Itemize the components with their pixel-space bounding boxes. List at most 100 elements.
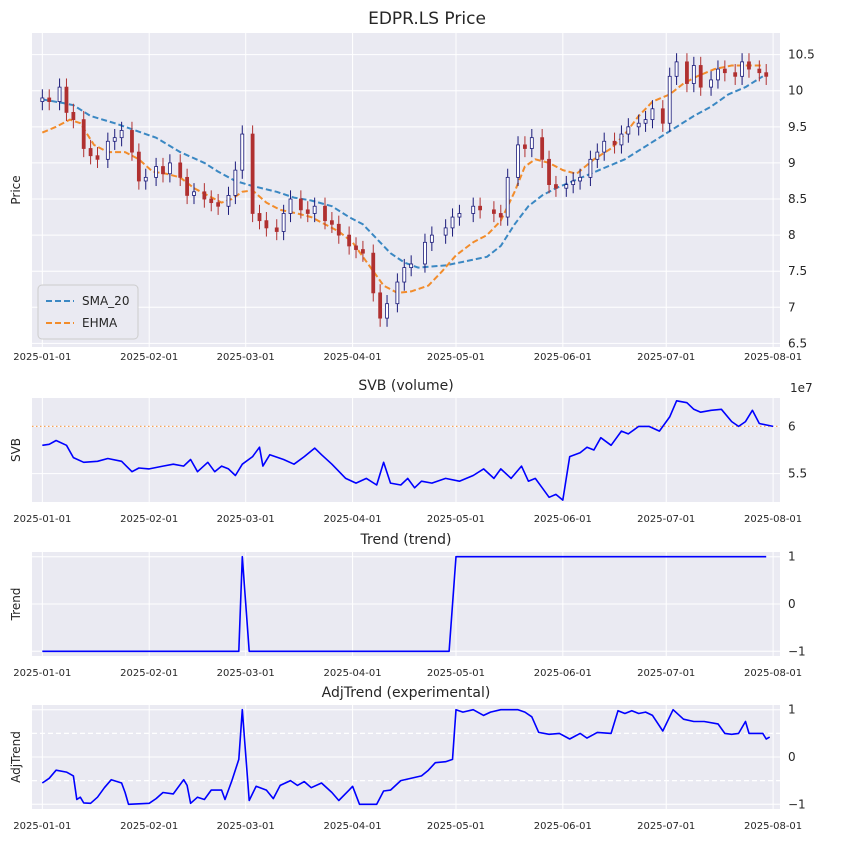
candle-body xyxy=(250,133,255,214)
candle-body xyxy=(409,263,414,268)
y-tick-label: 1 xyxy=(788,550,796,564)
candle-body xyxy=(57,86,62,102)
candle-body xyxy=(740,61,744,77)
candle-body xyxy=(130,130,134,153)
candle-body xyxy=(478,205,483,211)
y-tick-label: 7.5 xyxy=(788,264,807,278)
candle-body xyxy=(395,281,400,305)
panel-title: Trend (trend) xyxy=(360,532,452,548)
series-line xyxy=(41,708,771,806)
figure-title: EDPR.LS Price xyxy=(368,9,486,29)
y-tick-label: 9.5 xyxy=(788,120,807,134)
candle-body xyxy=(619,133,624,146)
y-tick-label: 10 xyxy=(788,84,803,98)
candle-body xyxy=(385,303,389,319)
candle-body xyxy=(491,209,496,214)
candle-body xyxy=(636,122,641,128)
legend-label: EHMA xyxy=(82,316,118,330)
candle-body xyxy=(505,176,510,218)
y-axis-label: Price xyxy=(9,175,23,204)
y-tick-label: 6.5 xyxy=(788,336,807,350)
candle-body xyxy=(529,137,534,149)
candle-body xyxy=(274,227,279,232)
candle-body xyxy=(298,198,303,211)
candle-body xyxy=(143,176,148,182)
y-tick-label: 8.5 xyxy=(788,192,807,206)
x-tick-label: 2025-07-01 xyxy=(637,514,695,525)
legend-box xyxy=(37,284,139,340)
x-tick-label: 2025-08-01 xyxy=(744,352,802,363)
x-tick-label: 2025-07-01 xyxy=(637,668,695,679)
panel-price: 2025-01-01 2025-02-01 2025-03-01 2025-04-01… xyxy=(9,33,815,363)
candle-body xyxy=(443,227,448,236)
candle-body xyxy=(185,176,190,196)
series-line xyxy=(42,555,767,653)
candle-body xyxy=(233,169,238,196)
panel-adjtrend: 2025-01-01 2025-02-01 2025-03-01 2025-04-01… xyxy=(9,685,806,832)
series-line xyxy=(42,400,774,501)
y-tick-label: 1 xyxy=(788,703,796,717)
candle-body xyxy=(764,72,769,77)
candle-body xyxy=(329,220,334,225)
candle-body xyxy=(602,140,607,153)
x-tick-label: 2025-03-01 xyxy=(217,668,275,679)
x-tick-label: 2025-06-01 xyxy=(534,668,592,679)
series-line-sma_20 xyxy=(42,75,764,269)
candle-body xyxy=(660,108,665,124)
y-axis-label: AdjTrend xyxy=(9,731,23,783)
candle-body xyxy=(523,144,527,149)
y-tick-label: 10.5 xyxy=(788,48,815,62)
candle-body xyxy=(167,162,172,175)
x-tick-label: 2025-05-01 xyxy=(427,352,485,363)
x-tick-label: 2025-02-01 xyxy=(120,352,178,363)
x-tick-label: 2025-01-01 xyxy=(13,352,71,363)
x-tick-label: 2025-01-01 xyxy=(13,514,71,525)
x-tick-label: 2025-05-01 xyxy=(427,668,485,679)
candle-body xyxy=(554,184,558,189)
candle-body xyxy=(747,61,751,70)
candle-body xyxy=(178,162,183,178)
y-tick-label: 0 xyxy=(788,597,796,611)
panel-title: AdjTrend (experimental) xyxy=(322,685,491,701)
panel-trend: 2025-01-01 2025-02-01 2025-03-01 2025-04-01… xyxy=(9,532,806,679)
candle-body xyxy=(429,234,434,243)
x-tick-label: 2025-03-01 xyxy=(217,821,275,832)
candle-body xyxy=(716,68,720,81)
x-tick-label: 2025-04-01 xyxy=(324,352,382,363)
candle-body xyxy=(216,202,221,207)
candle-body xyxy=(64,86,69,113)
x-tick-label: 2025-05-01 xyxy=(427,821,485,832)
y-axis-label: Trend xyxy=(9,588,23,622)
x-tick-label: 2025-05-01 xyxy=(427,514,485,525)
legend-label: SMA_20 xyxy=(82,294,129,308)
x-tick-label: 2025-04-01 xyxy=(324,668,382,679)
panel-svb: 2025-01-01 2025-02-01 2025-03-01 2025-04-01… xyxy=(9,378,813,525)
candle-body xyxy=(136,151,141,182)
candle-body xyxy=(709,79,713,88)
candle-body xyxy=(547,158,551,185)
candle-body xyxy=(667,75,672,124)
candle-body xyxy=(88,148,93,157)
x-tick-label: 2025-08-01 xyxy=(744,514,802,525)
candle-body xyxy=(119,130,124,139)
x-tick-label: 2025-02-01 xyxy=(120,668,178,679)
x-tick-label: 2025-03-01 xyxy=(217,352,275,363)
candle-body xyxy=(471,205,476,214)
candle-body xyxy=(423,241,427,265)
x-tick-label: 2025-02-01 xyxy=(120,821,178,832)
candle-body xyxy=(626,126,631,135)
candle-body xyxy=(95,155,100,160)
x-tick-label: 2025-06-01 xyxy=(534,514,592,525)
y-tick-label: 6 xyxy=(788,419,796,433)
candle-body xyxy=(595,151,600,160)
candle-body xyxy=(288,198,293,214)
axis-offset-label: 1e7 xyxy=(790,381,813,395)
candle-body xyxy=(226,195,231,207)
candle-body xyxy=(457,213,462,218)
candle-body xyxy=(361,249,365,254)
x-tick-label: 2025-04-01 xyxy=(324,514,382,525)
x-tick-label: 2025-08-01 xyxy=(744,668,802,679)
candle-body xyxy=(578,176,582,182)
candle-body xyxy=(691,65,696,84)
